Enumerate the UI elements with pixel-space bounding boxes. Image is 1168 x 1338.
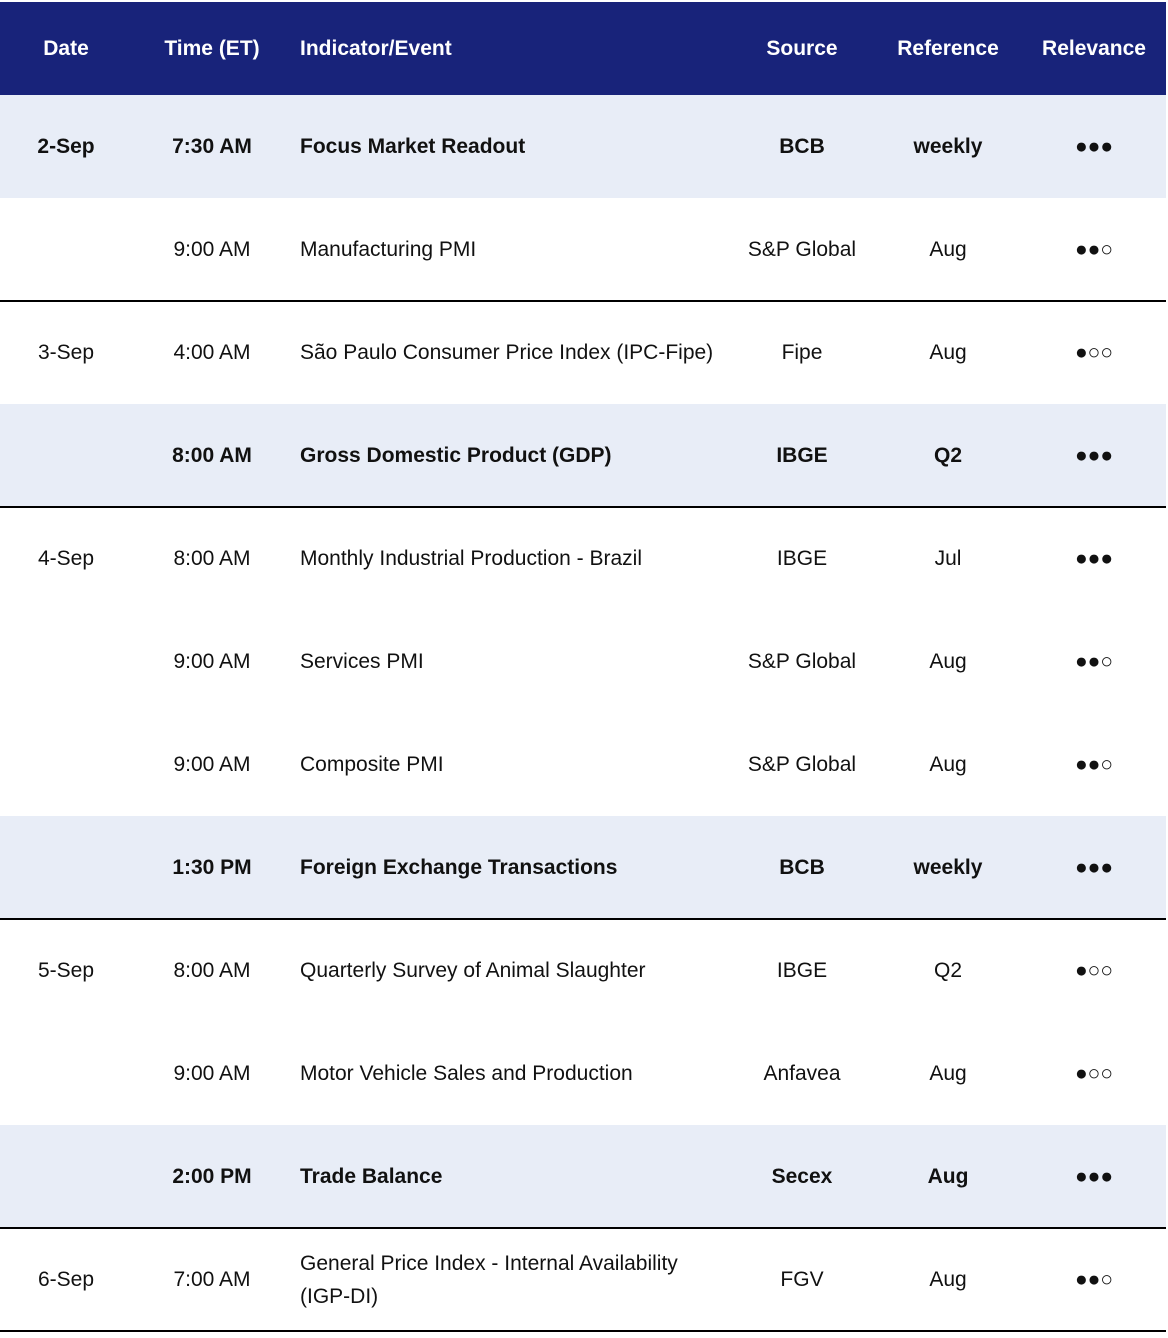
reference-cell: Q2 [933, 959, 962, 982]
date-cell: 3-Sep [37, 341, 95, 364]
table-row: 9:00 AM Composite PMI S&P Global Aug ●●○ [0, 713, 1166, 816]
relevance-cell: ●●○ [1074, 1268, 1114, 1291]
group-separator [0, 300, 1166, 302]
time-cell: 9:00 AM [173, 1062, 251, 1085]
event-cell: Services PMI [300, 650, 424, 673]
source-cell: S&P Global [747, 238, 857, 261]
table-row: 5-Sep 8:00 AM Quarterly Survey of Animal S… [0, 919, 1166, 1022]
date-cell: 5-Sep [37, 959, 95, 982]
relevance-cell: ●●● [1074, 444, 1114, 467]
source-cell: IBGE [776, 959, 828, 982]
group-separator [0, 1227, 1166, 1229]
reference-cell: Aug [929, 341, 967, 364]
header-cell: Relevance [1042, 37, 1146, 60]
time-cell: 9:00 AM [173, 753, 251, 776]
source-cell: S&P Global [747, 650, 857, 673]
header-cell: Time (ET) [164, 37, 260, 60]
source-cell: FGV [780, 1268, 824, 1291]
table-row: 2-Sep 7:30 AM Focus Market Readout BCB weekl… [0, 95, 1166, 198]
group-separator [0, 506, 1166, 508]
table-row: 9:00 AM Services PMI S&P Global Aug ●●○ [0, 610, 1166, 713]
time-cell: 2:00 PM [172, 1165, 252, 1188]
time-cell: 8:00 AM [172, 444, 252, 467]
header-cell: Reference [897, 37, 999, 60]
time-cell: 8:00 AM [173, 547, 251, 570]
header-cell: Date [43, 37, 89, 60]
source-cell: Secex [771, 1165, 833, 1188]
table-row: 2:00 PM Trade Balance Secex Aug ●●● [0, 1125, 1166, 1228]
table-row: 3-Sep 4:00 AM São Paulo Consumer Price Ind… [0, 301, 1166, 404]
time-cell: 9:00 AM [173, 238, 251, 261]
event-cell: São Paulo Consumer Price Index (IPC-Fipe… [300, 341, 714, 364]
reference-cell: Aug [929, 650, 967, 673]
reference-cell: Aug [929, 1268, 967, 1291]
reference-cell: Aug [927, 1165, 969, 1188]
event-cell: Quarterly Survey of Animal Slaughter [300, 959, 646, 982]
table-row: 1:30 PM Foreign Exchange Transactions BCB w… [0, 816, 1166, 919]
relevance-cell: ●●● [1074, 856, 1114, 879]
relevance-cell: ●●○ [1074, 753, 1114, 776]
table-row: 6-Sep 7:00 AM General Price Index - Intern… [0, 1228, 1166, 1331]
reference-cell: Aug [929, 1062, 967, 1085]
event-cell: General Price Index - Internal Availabil… [300, 1251, 678, 1308]
date-cell: 6-Sep [37, 1268, 95, 1291]
event-cell: Foreign Exchange Transactions [300, 856, 618, 879]
table-header: Date Time (ET) Indicator/Event Source Refere… [0, 2, 1166, 95]
event-cell: Composite PMI [300, 753, 444, 776]
event-cell: Motor Vehicle Sales and Production [300, 1062, 633, 1085]
reference-cell: weekly [913, 856, 983, 879]
relevance-cell: ●●○ [1074, 650, 1114, 673]
reference-cell: weekly [913, 135, 983, 158]
time-cell: 4:00 AM [173, 341, 251, 364]
source-cell: BCB [779, 856, 825, 879]
reference-cell: Aug [929, 753, 967, 776]
header-cell: Indicator/Event [300, 37, 452, 60]
source-cell: IBGE [776, 547, 828, 570]
relevance-cell: ●●○ [1074, 238, 1114, 261]
header-cell: Source [766, 37, 838, 60]
date-cell: 4-Sep [37, 547, 95, 570]
group-separator [0, 918, 1166, 920]
time-cell: 1:30 PM [172, 856, 252, 879]
source-cell: Fipe [781, 341, 823, 364]
relevance-cell: ●○○ [1074, 341, 1114, 364]
event-cell: Trade Balance [300, 1165, 443, 1188]
time-cell: 7:30 AM [172, 135, 252, 158]
reference-cell: Aug [929, 238, 967, 261]
relevance-cell: ●●● [1074, 135, 1114, 158]
table-row: 8:00 AM Gross Domestic Product (GDP) IBGE Q… [0, 404, 1166, 507]
time-cell: 8:00 AM [173, 959, 251, 982]
time-cell: 7:00 AM [173, 1268, 251, 1291]
table-row: 9:00 AM Motor Vehicle Sales and Productio… [0, 1022, 1166, 1125]
relevance-cell: ●○○ [1074, 959, 1114, 982]
source-cell: BCB [779, 135, 825, 158]
table-row: 4-Sep 8:00 AM Monthly Industrial Productio… [0, 507, 1166, 610]
source-cell: IBGE [776, 444, 828, 467]
event-cell: Monthly Industrial Production - Brazil [300, 547, 642, 570]
relevance-cell: ●●● [1074, 547, 1114, 570]
reference-cell: Q2 [933, 444, 962, 467]
reference-cell: Jul [934, 547, 962, 570]
relevance-cell: ●●● [1074, 1165, 1114, 1188]
event-cell: Manufacturing PMI [300, 238, 477, 261]
event-cell: Focus Market Readout [300, 135, 526, 158]
relevance-cell: ●○○ [1074, 1062, 1114, 1085]
date-cell: 2-Sep [37, 135, 95, 158]
table-row: 9:00 AM Manufacturing PMI S&P Global Aug ●●○ [0, 198, 1166, 301]
source-cell: Anfavea [763, 1062, 841, 1085]
time-cell: 9:00 AM [173, 650, 251, 673]
source-cell: S&P Global [747, 753, 857, 776]
event-cell: Gross Domestic Product (GDP) [300, 444, 612, 467]
group-separator [0, 1330, 1166, 1332]
